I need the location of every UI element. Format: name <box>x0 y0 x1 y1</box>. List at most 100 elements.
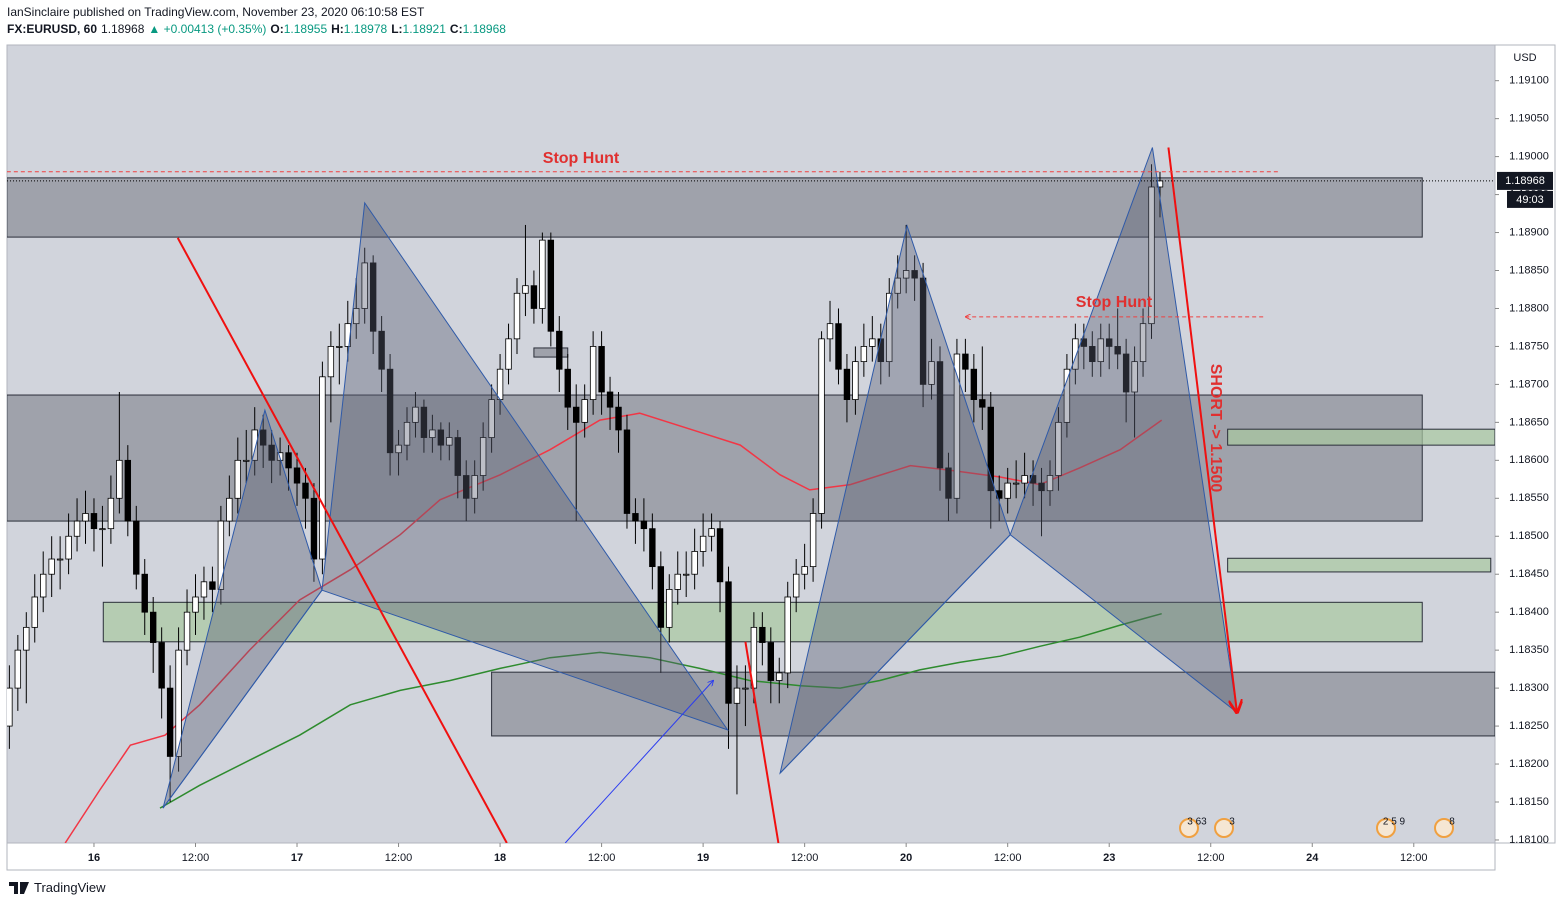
ohlc-label: H: <box>331 22 344 36</box>
candle-body <box>1089 346 1096 363</box>
candle-body <box>420 406 428 438</box>
event-label: 3 <box>1229 817 1235 828</box>
event-icon <box>1376 818 1396 838</box>
candle-body <box>818 338 825 514</box>
x-tick-label: 12:00 <box>791 852 819 864</box>
candle-body <box>987 406 994 492</box>
symbol-line: FX:EURUSD, 60 1.18968 ▲ +0.00413 (+0.35%) O… <box>7 21 514 38</box>
candle-body <box>158 642 165 689</box>
y-tick-label: 1.18100 <box>1509 834 1549 846</box>
ohlc: O:1.18955 H:1.18978 L:1.18921 C:1.18968 <box>270 22 510 36</box>
candle-body <box>716 528 724 583</box>
y-tick-label: 1.19100 <box>1509 75 1549 87</box>
candle-body <box>310 497 318 560</box>
candle-body <box>589 346 597 400</box>
candle-body <box>99 528 106 531</box>
candle-body <box>759 626 766 643</box>
candle-body <box>606 391 614 408</box>
candle-body <box>73 520 81 537</box>
candle-body <box>1139 323 1147 363</box>
y-tick-label: 1.18750 <box>1509 340 1549 352</box>
event-label: 2 5 9 <box>1383 817 1406 828</box>
candle-body <box>733 687 741 704</box>
candle-body <box>386 368 394 454</box>
candle-body <box>82 513 89 522</box>
candle-body <box>56 558 64 561</box>
time-axis <box>6 842 1496 871</box>
candle-body <box>742 687 749 690</box>
ohlc-value: 1.18955 <box>283 22 328 36</box>
candle-body <box>708 528 715 537</box>
y-tick-label: 1.18800 <box>1509 302 1549 314</box>
candle-body <box>234 459 241 499</box>
x-tick-label: 17 <box>291 852 303 864</box>
ohlc-label: C: <box>449 22 463 36</box>
candle-body <box>767 642 774 681</box>
zone <box>1227 557 1492 573</box>
candle-body <box>1106 338 1113 347</box>
candle-body <box>1122 353 1130 393</box>
candle-body <box>463 475 470 499</box>
x-tick-label: 12:00 <box>182 852 210 864</box>
x-tick-label: 20 <box>900 852 912 864</box>
candle-body <box>183 611 191 651</box>
candle-body <box>403 421 411 446</box>
x-tick-label: 16 <box>88 852 100 864</box>
zone <box>1227 428 1495 446</box>
candle-body <box>395 444 402 454</box>
y-tick-label: 1.18350 <box>1509 644 1549 656</box>
overlays: Stop Hunt Stop Hunt SHORT -> 1.1500 <box>7 147 1495 843</box>
candle-body <box>1072 338 1079 370</box>
x-tick-label: 12:00 <box>994 852 1022 864</box>
candle-body <box>505 338 512 370</box>
candle-body <box>243 459 250 462</box>
footer: TradingView <box>8 880 106 895</box>
candle-body <box>14 649 22 689</box>
candle-body <box>353 308 360 325</box>
candle-body <box>133 520 140 575</box>
event-label: 3 63 <box>1187 817 1207 828</box>
candle-body <box>175 649 182 757</box>
candle-body <box>632 513 639 522</box>
zone <box>7 394 1423 522</box>
countdown-badge <box>1507 190 1553 208</box>
logo <box>9 881 29 894</box>
ohlc-label: O: <box>270 22 284 36</box>
candle-body <box>674 573 681 590</box>
candle-body <box>65 535 72 560</box>
candle-body <box>302 482 309 499</box>
candle-body <box>860 346 868 363</box>
candle-body <box>615 406 622 431</box>
candle-body <box>31 596 38 628</box>
x-tick-label: 12:00 <box>588 852 616 864</box>
drawn-line <box>176 237 508 843</box>
price: 1.18968 <box>101 22 145 36</box>
ohlc-value: 1.18921 <box>402 22 446 36</box>
header: IanSinclaire published on TradingView.co… <box>7 4 514 38</box>
candle-body <box>556 330 563 370</box>
y-tick-label: 1.18850 <box>1509 264 1549 276</box>
candle-body <box>513 292 521 340</box>
candle-body <box>649 528 656 568</box>
candle-body <box>530 285 538 309</box>
candle-body <box>894 277 901 294</box>
candle-body <box>488 399 495 438</box>
candle-body <box>869 338 876 347</box>
candle-body <box>725 581 732 704</box>
y-tick-label: 1.18700 <box>1509 378 1549 390</box>
drawn-line <box>1167 147 1237 713</box>
candle-body <box>200 581 208 598</box>
candle-body <box>259 429 267 446</box>
publisher: IanSinclaire published on TradingView.co… <box>7 5 425 19</box>
candle-body <box>843 368 851 400</box>
candle-body <box>1038 482 1045 492</box>
x-tick-label: 12:00 <box>1197 852 1225 864</box>
y-tick-label: 1.18150 <box>1509 796 1549 808</box>
candle-body <box>319 376 326 560</box>
zone <box>533 347 569 358</box>
y-tick-label: 1.18550 <box>1509 492 1549 504</box>
zone <box>7 177 1423 238</box>
axes: 1.191001.190501.190001.189501.189001.188… <box>88 75 1553 864</box>
